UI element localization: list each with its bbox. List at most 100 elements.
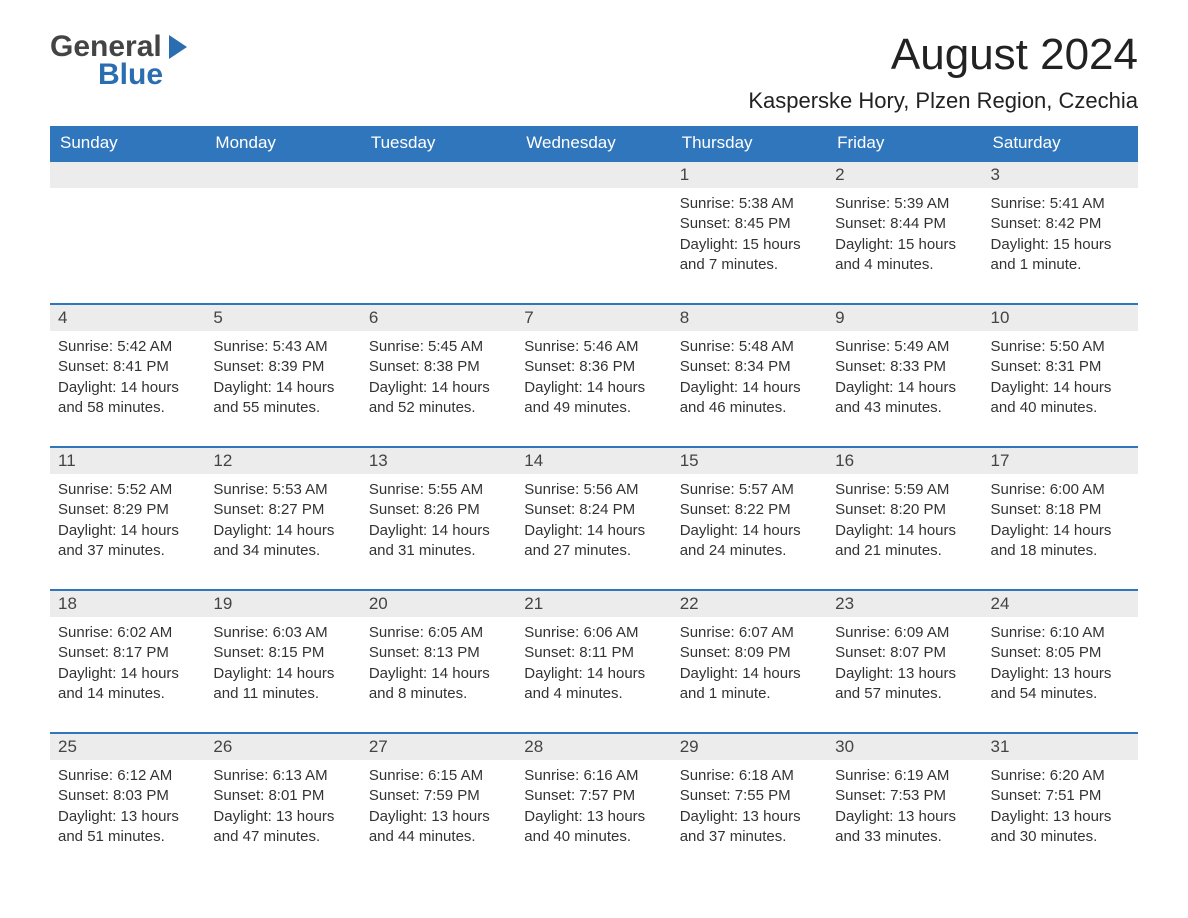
sunset-text: Sunset: 8:03 PM	[58, 786, 197, 806]
day-number: 8	[672, 305, 827, 331]
day-number: 4	[50, 305, 205, 331]
sunset-text: Sunset: 8:45 PM	[680, 214, 819, 234]
day-cell: 3Sunrise: 5:41 AMSunset: 8:42 PMDaylight…	[983, 162, 1138, 285]
day-body: Sunrise: 5:52 AMSunset: 8:29 PMDaylight:…	[50, 474, 205, 571]
day-number: 15	[672, 448, 827, 474]
day-cell: 21Sunrise: 6:06 AMSunset: 8:11 PMDayligh…	[516, 591, 671, 714]
day-number: 7	[516, 305, 671, 331]
day-number: 2	[827, 162, 982, 188]
day-body: Sunrise: 6:00 AMSunset: 8:18 PMDaylight:…	[983, 474, 1138, 571]
week-row: 11Sunrise: 5:52 AMSunset: 8:29 PMDayligh…	[50, 446, 1138, 571]
daylight-text: Daylight: 14 hours and 8 minutes.	[369, 664, 508, 705]
daylight-text: Daylight: 14 hours and 34 minutes.	[213, 521, 352, 562]
day-body: Sunrise: 6:18 AMSunset: 7:55 PMDaylight:…	[672, 760, 827, 857]
daylight-text: Daylight: 14 hours and 52 minutes.	[369, 378, 508, 419]
day-number: 14	[516, 448, 671, 474]
daylight-text: Daylight: 15 hours and 4 minutes.	[835, 235, 974, 276]
sunset-text: Sunset: 8:39 PM	[213, 357, 352, 377]
weeks-container: 1Sunrise: 5:38 AMSunset: 8:45 PMDaylight…	[50, 160, 1138, 857]
daylight-text: Daylight: 14 hours and 49 minutes.	[524, 378, 663, 419]
sunrise-text: Sunrise: 5:55 AM	[369, 480, 508, 500]
daylight-text: Daylight: 13 hours and 51 minutes.	[58, 807, 197, 848]
daylight-text: Daylight: 14 hours and 31 minutes.	[369, 521, 508, 562]
day-number: 6	[361, 305, 516, 331]
day-cell: 19Sunrise: 6:03 AMSunset: 8:15 PMDayligh…	[205, 591, 360, 714]
sunset-text: Sunset: 8:07 PM	[835, 643, 974, 663]
day-number: 29	[672, 734, 827, 760]
sunrise-text: Sunrise: 5:45 AM	[369, 337, 508, 357]
sunset-text: Sunset: 8:22 PM	[680, 500, 819, 520]
sunrise-text: Sunrise: 5:50 AM	[991, 337, 1130, 357]
day-body: Sunrise: 6:20 AMSunset: 7:51 PMDaylight:…	[983, 760, 1138, 857]
day-body: Sunrise: 6:07 AMSunset: 8:09 PMDaylight:…	[672, 617, 827, 714]
day-cell: 13Sunrise: 5:55 AMSunset: 8:26 PMDayligh…	[361, 448, 516, 571]
day-cell: 1Sunrise: 5:38 AMSunset: 8:45 PMDaylight…	[672, 162, 827, 285]
day-header-saturday: Saturday	[983, 126, 1138, 160]
day-header-wednesday: Wednesday	[516, 126, 671, 160]
sunrise-text: Sunrise: 6:18 AM	[680, 766, 819, 786]
day-body: Sunrise: 5:42 AMSunset: 8:41 PMDaylight:…	[50, 331, 205, 428]
daylight-text: Daylight: 14 hours and 58 minutes.	[58, 378, 197, 419]
day-body: Sunrise: 6:05 AMSunset: 8:13 PMDaylight:…	[361, 617, 516, 714]
title-block: August 2024 Kasperske Hory, Plzen Region…	[748, 30, 1138, 114]
day-cell: 7 Sunrise: 5:46 AMSunset: 8:36 PMDaylight…	[516, 305, 671, 428]
sunrise-text: Sunrise: 5:49 AM	[835, 337, 974, 357]
logo: General Blue	[50, 30, 190, 92]
day-cell: 25Sunrise: 6:12 AMSunset: 8:03 PMDayligh…	[50, 734, 205, 857]
day-number: 17	[983, 448, 1138, 474]
sunrise-text: Sunrise: 6:20 AM	[991, 766, 1130, 786]
sunset-text: Sunset: 8:34 PM	[680, 357, 819, 377]
sunrise-text: Sunrise: 6:02 AM	[58, 623, 197, 643]
day-cell: 20Sunrise: 6:05 AMSunset: 8:13 PMDayligh…	[361, 591, 516, 714]
day-cell	[516, 162, 671, 285]
sunset-text: Sunset: 8:36 PM	[524, 357, 663, 377]
day-cell: 11Sunrise: 5:52 AMSunset: 8:29 PMDayligh…	[50, 448, 205, 571]
sunrise-text: Sunrise: 6:00 AM	[991, 480, 1130, 500]
day-cell: 27Sunrise: 6:15 AMSunset: 7:59 PMDayligh…	[361, 734, 516, 857]
day-number: 9	[827, 305, 982, 331]
sunset-text: Sunset: 8:44 PM	[835, 214, 974, 234]
sunset-text: Sunset: 8:11 PM	[524, 643, 663, 663]
sunrise-text: Sunrise: 6:16 AM	[524, 766, 663, 786]
day-cell: 18Sunrise: 6:02 AMSunset: 8:17 PMDayligh…	[50, 591, 205, 714]
daylight-text: Daylight: 13 hours and 37 minutes.	[680, 807, 819, 848]
sunset-text: Sunset: 8:15 PM	[213, 643, 352, 663]
day-cell: 9Sunrise: 5:49 AMSunset: 8:33 PMDaylight…	[827, 305, 982, 428]
day-number: 24	[983, 591, 1138, 617]
sunset-text: Sunset: 8:27 PM	[213, 500, 352, 520]
sunrise-text: Sunrise: 5:41 AM	[991, 194, 1130, 214]
sunset-text: Sunset: 8:09 PM	[680, 643, 819, 663]
sunset-text: Sunset: 7:59 PM	[369, 786, 508, 806]
day-cell	[50, 162, 205, 285]
day-cell: 28Sunrise: 6:16 AMSunset: 7:57 PMDayligh…	[516, 734, 671, 857]
sunset-text: Sunset: 8:05 PM	[991, 643, 1130, 663]
week-row: 4Sunrise: 5:42 AMSunset: 8:41 PMDaylight…	[50, 303, 1138, 428]
day-body: Sunrise: 6:19 AMSunset: 7:53 PMDaylight:…	[827, 760, 982, 857]
calendar: SundayMondayTuesdayWednesdayThursdayFrid…	[50, 126, 1138, 857]
day-body: Sunrise: 6:10 AMSunset: 8:05 PMDaylight:…	[983, 617, 1138, 714]
day-body: Sunrise: 6:15 AMSunset: 7:59 PMDaylight:…	[361, 760, 516, 857]
day-body: Sunrise: 5:50 AMSunset: 8:31 PMDaylight:…	[983, 331, 1138, 428]
day-body: Sunrise: 6:13 AMSunset: 8:01 PMDaylight:…	[205, 760, 360, 857]
day-cell: 5Sunrise: 5:43 AMSunset: 8:39 PMDaylight…	[205, 305, 360, 428]
day-number	[361, 162, 516, 188]
daylight-text: Daylight: 13 hours and 44 minutes.	[369, 807, 508, 848]
sunset-text: Sunset: 7:57 PM	[524, 786, 663, 806]
sunrise-text: Sunrise: 6:07 AM	[680, 623, 819, 643]
day-number: 5	[205, 305, 360, 331]
day-cell: 14Sunrise: 5:56 AMSunset: 8:24 PMDayligh…	[516, 448, 671, 571]
daylight-text: Daylight: 13 hours and 30 minutes.	[991, 807, 1130, 848]
daylight-text: Daylight: 15 hours and 1 minute.	[991, 235, 1130, 276]
sunrise-text: Sunrise: 5:46 AM	[524, 337, 663, 357]
day-header-row: SundayMondayTuesdayWednesdayThursdayFrid…	[50, 126, 1138, 160]
sunrise-text: Sunrise: 6:13 AM	[213, 766, 352, 786]
day-cell: 22Sunrise: 6:07 AMSunset: 8:09 PMDayligh…	[672, 591, 827, 714]
sunset-text: Sunset: 8:33 PM	[835, 357, 974, 377]
sunrise-text: Sunrise: 6:10 AM	[991, 623, 1130, 643]
day-number: 31	[983, 734, 1138, 760]
day-body: Sunrise: 6:16 AMSunset: 7:57 PMDaylight:…	[516, 760, 671, 857]
day-number: 1	[672, 162, 827, 188]
sunrise-text: Sunrise: 5:53 AM	[213, 480, 352, 500]
day-number: 20	[361, 591, 516, 617]
day-cell: 10Sunrise: 5:50 AMSunset: 8:31 PMDayligh…	[983, 305, 1138, 428]
